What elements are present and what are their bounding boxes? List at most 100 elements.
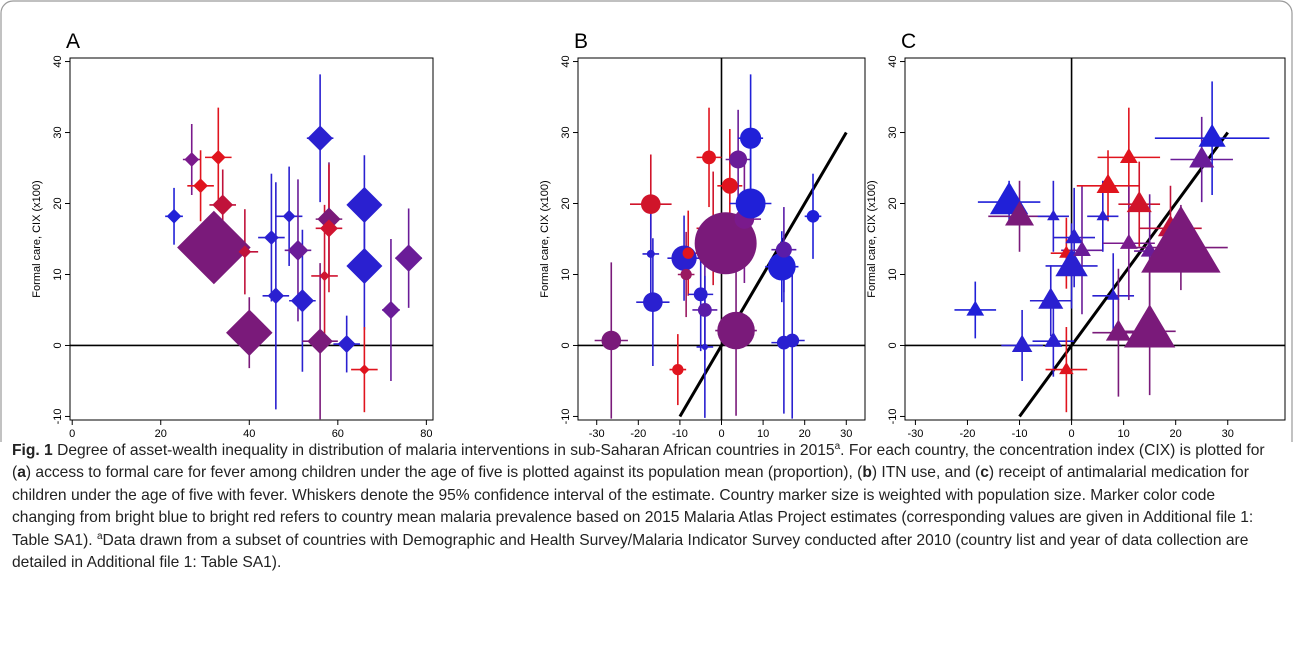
y-tick-label: 40 — [52, 55, 64, 67]
caption-text: a — [96, 530, 103, 542]
plot-area — [905, 58, 1285, 420]
caption: Fig. 1 Degree of asset-wealth inequality… — [12, 440, 1280, 574]
marker — [319, 270, 330, 282]
x-tick-label: -30 — [907, 428, 923, 440]
marker — [264, 230, 279, 245]
marker — [1105, 319, 1131, 341]
marker — [166, 208, 182, 224]
marker — [287, 239, 309, 261]
marker — [717, 311, 755, 350]
marker — [282, 209, 296, 223]
y-tick-label: 30 — [52, 126, 64, 138]
caption-text: . For each country, the concentration in… — [12, 442, 1265, 482]
x-tick-label: -30 — [589, 428, 605, 440]
panel-title: A — [66, 30, 80, 53]
marker — [680, 268, 692, 281]
marker — [337, 335, 356, 354]
y-axis-label: Formal care, CIX (x100) — [539, 180, 551, 297]
plot-frame — [904, 57, 1286, 421]
marker — [307, 125, 333, 151]
y-tick-label: 40 — [887, 55, 899, 67]
marker — [697, 303, 712, 317]
panel: C-30-20-100102030-10010203040Antimalaria… — [866, 30, 1286, 440]
marker — [646, 249, 655, 258]
x-tick-label: -10 — [1012, 428, 1028, 440]
panel-title: B — [574, 30, 588, 53]
y-tick-label: 0 — [52, 342, 64, 348]
marker — [238, 245, 252, 259]
caption-text: b — [862, 464, 872, 482]
marker — [1119, 148, 1138, 163]
marker — [290, 289, 315, 313]
marker — [210, 150, 226, 165]
marker — [1119, 233, 1138, 249]
marker — [346, 186, 383, 223]
y-axis-label: Formal care, CIX (x100) — [866, 180, 878, 297]
marker — [966, 300, 985, 316]
x-tick-label: 20 — [799, 428, 811, 440]
y-tick-label: 10 — [887, 268, 899, 280]
marker — [307, 328, 333, 354]
x-tick-label: -20 — [960, 428, 976, 440]
marker — [721, 177, 738, 194]
x-tick-label: 0 — [69, 428, 75, 440]
plot-area — [578, 58, 865, 420]
caption-text: Fig. 1 — [12, 442, 53, 459]
marker — [1011, 334, 1033, 352]
marker — [1189, 146, 1215, 168]
marker — [1047, 209, 1060, 221]
marker — [394, 244, 423, 272]
marker — [1106, 289, 1120, 300]
y-axis-label: Formal care, CIX (x100) — [31, 180, 43, 297]
x-tick-label: 30 — [1222, 428, 1234, 440]
x-tick-label: 40 — [243, 428, 255, 440]
marker — [1141, 205, 1221, 273]
marker — [226, 309, 273, 356]
marker — [212, 194, 234, 216]
y-tick-label: 0 — [560, 342, 572, 348]
marker — [601, 330, 622, 351]
marker — [1044, 331, 1063, 347]
marker — [729, 150, 748, 169]
figure-frame — [0, 0, 1293, 442]
marker — [1096, 173, 1120, 194]
marker — [184, 152, 200, 167]
marker — [671, 245, 697, 271]
marker — [1126, 190, 1152, 213]
marker — [381, 300, 400, 319]
x-tick-label: -10 — [672, 428, 688, 440]
x-tick-label: 20 — [1170, 428, 1182, 440]
y-tick-label: 10 — [52, 268, 64, 280]
plot-area — [70, 74, 433, 420]
y-tick-label: 0 — [887, 342, 899, 348]
caption-text: ) access to formal care for fever among … — [25, 464, 863, 482]
x-tick-label: 60 — [332, 428, 344, 440]
x-tick-label: 20 — [155, 428, 167, 440]
y-tick-label: 20 — [887, 197, 899, 209]
marker — [785, 333, 800, 348]
x-tick-label: 0 — [1069, 428, 1075, 440]
marker — [1055, 248, 1088, 277]
y-tick-label: 10 — [560, 268, 572, 280]
panel-title: C — [901, 30, 916, 53]
caption-text: Data drawn from a subset of countries wi… — [12, 531, 1249, 572]
x-tick-label: 10 — [1118, 428, 1130, 440]
marker — [767, 252, 796, 281]
marker — [740, 127, 762, 149]
y-tick-label: 40 — [560, 55, 572, 67]
marker — [643, 292, 663, 312]
caption-text: ) ITN use, and ( — [871, 464, 981, 482]
marker — [1005, 201, 1035, 226]
x-tick-label: -20 — [630, 428, 646, 440]
x-tick-label: 10 — [757, 428, 769, 440]
marker — [1073, 241, 1091, 256]
y-tick-label: -10 — [560, 408, 572, 424]
plot-frame — [69, 57, 434, 421]
marker — [1096, 209, 1110, 221]
marker — [1065, 228, 1084, 244]
caption-text: c — [980, 464, 989, 482]
y-tick-label: -10 — [52, 408, 64, 424]
